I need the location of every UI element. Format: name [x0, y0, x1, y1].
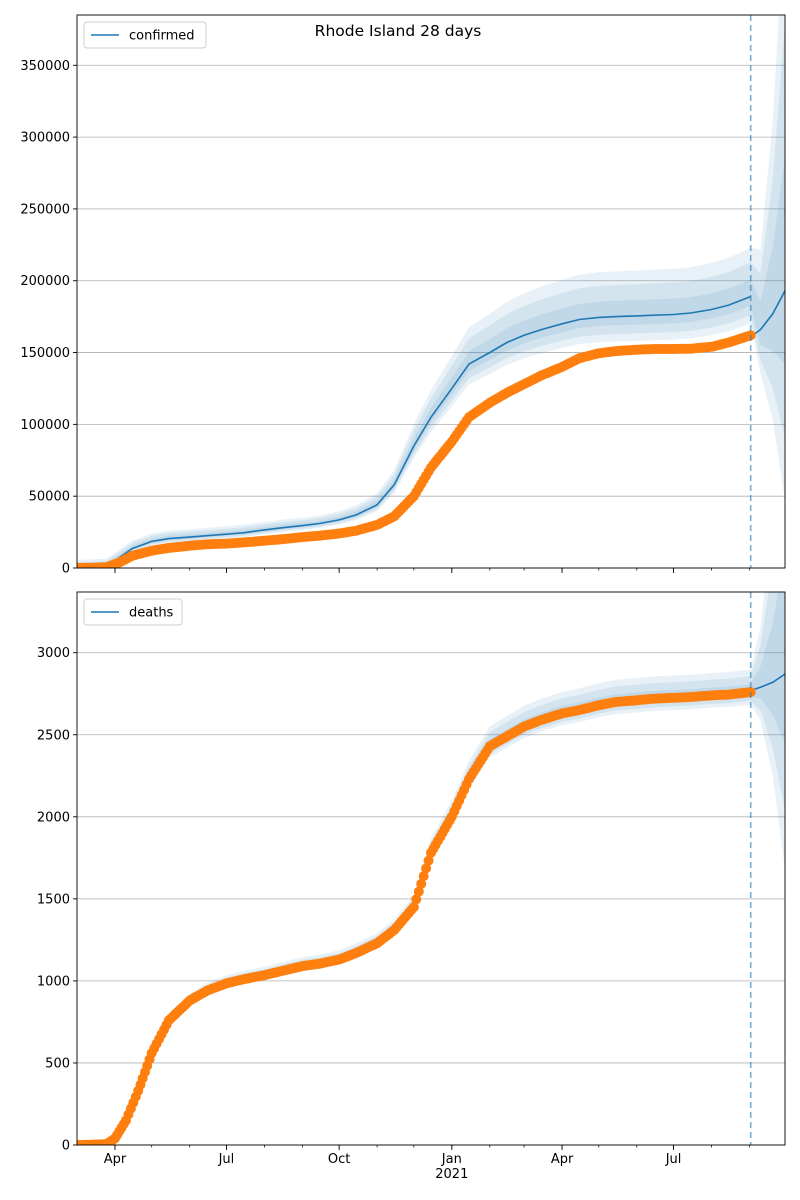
x-tick-label: Jul	[665, 1152, 682, 1167]
observed-point	[411, 894, 422, 905]
uncertainty-band	[77, 23, 785, 568]
plot-area	[77, 592, 785, 1145]
mean-series-line	[77, 691, 751, 1145]
forecast-series-line	[750, 673, 785, 692]
observed-point	[421, 863, 432, 874]
y-tick-label: 250000	[20, 202, 70, 217]
legend: confirmed	[83, 21, 207, 49]
observed-point	[416, 878, 427, 889]
figure-title: Rhode Island 28 days	[315, 22, 482, 40]
legend-label: confirmed	[129, 29, 195, 44]
y-tick-label: 2000	[37, 810, 70, 825]
y-tick-label: 2500	[37, 728, 70, 743]
observed-point	[423, 855, 434, 866]
y-tick-label: 150000	[20, 346, 70, 361]
forecast-series-line	[750, 290, 785, 338]
uncertainty-band	[77, 157, 785, 568]
x-tick-label: Oct	[328, 1152, 350, 1167]
x-tick-label: Jan	[441, 1152, 462, 1167]
mean-series-line	[77, 295, 751, 568]
legend-label: deaths	[129, 606, 174, 621]
plot-area	[77, 15, 785, 568]
y-tick-label: 0	[62, 562, 70, 577]
legend: deaths	[83, 598, 183, 626]
y-tick-label: 0	[62, 1139, 70, 1154]
x-tick-label: Jul	[218, 1152, 235, 1167]
legend-box	[83, 598, 183, 626]
x-tick-label: Apr	[551, 1152, 574, 1167]
y-tick-label: 300000	[20, 131, 70, 146]
legend-box	[83, 21, 207, 49]
observed-point	[413, 886, 424, 897]
x-tick-sublabel: 2021	[435, 1167, 468, 1182]
observed-point	[418, 871, 429, 882]
x-tick-label: Apr	[104, 1152, 127, 1167]
y-tick-label: 350000	[20, 59, 70, 74]
y-tick-label: 50000	[29, 490, 70, 505]
y-tick-label: 1500	[37, 892, 70, 907]
y-tick-label: 100000	[20, 418, 70, 433]
observed-series	[77, 687, 756, 1145]
y-tick-label: 1000	[37, 974, 70, 989]
y-tick-label: 500	[45, 1056, 70, 1071]
observed-point	[408, 902, 419, 913]
axes-frame	[76, 591, 786, 1146]
uncertainty-band	[77, 592, 785, 1145]
y-tick-label: 3000	[37, 646, 70, 661]
uncertainty-band	[77, 15, 785, 568]
confirmed-panel: 0 50000 100000 150000 200000 250000 300000 3500…	[20, 14, 786, 577]
deaths-panel: 0 500 1000 1500 2000 2500 3000 Apr Jul Oct Jan2021…	[37, 591, 786, 1182]
axes-frame	[76, 14, 786, 569]
y-tick-label: 200000	[20, 274, 70, 289]
observed-series	[77, 330, 756, 568]
